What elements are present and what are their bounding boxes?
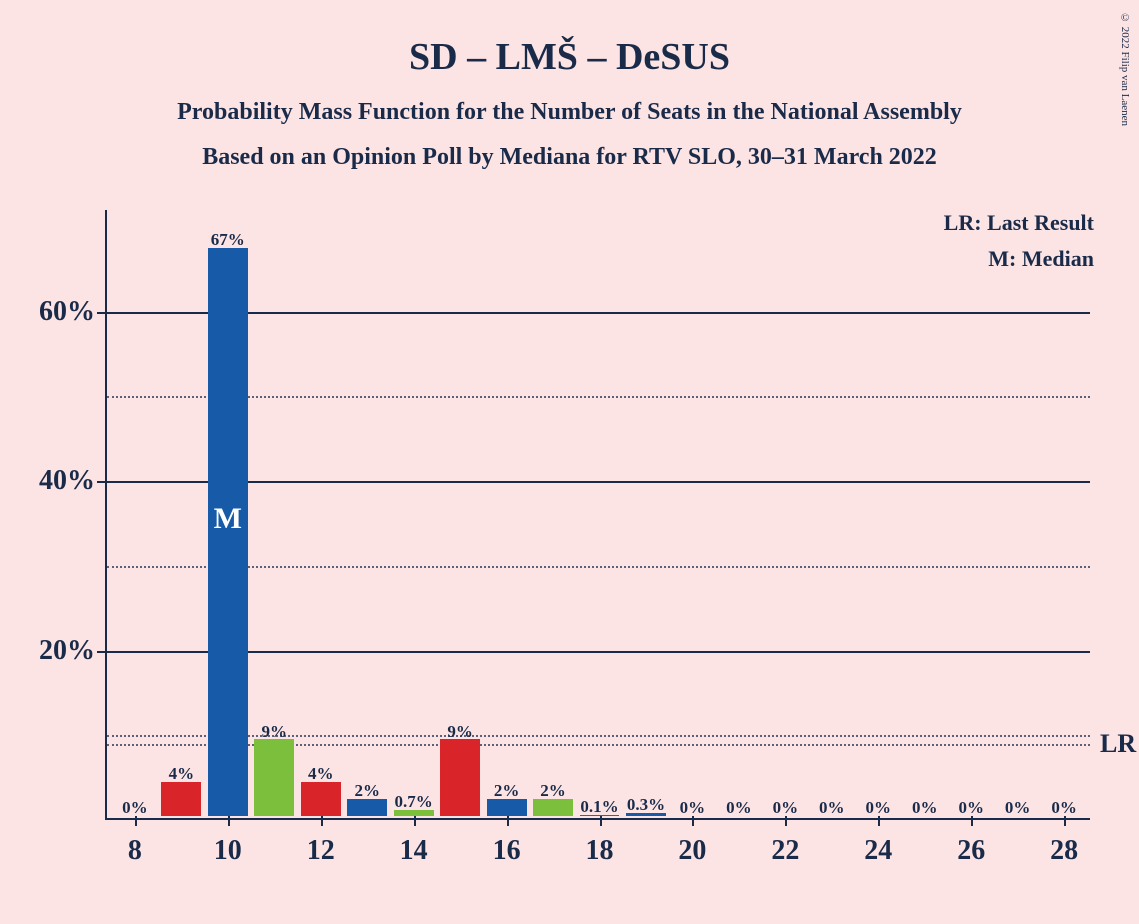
x-tick xyxy=(600,816,602,826)
x-axis-label: 10 xyxy=(214,835,242,867)
x-tick xyxy=(785,816,787,826)
x-tick xyxy=(414,816,416,826)
bar xyxy=(161,782,201,816)
x-axis-label: 18 xyxy=(586,835,614,867)
x-tick xyxy=(878,816,880,826)
chart-subtitle-1: Probability Mass Function for the Number… xyxy=(0,79,1139,126)
bar-value-label: 67% xyxy=(211,230,245,250)
bar-value-label: 2% xyxy=(540,781,566,801)
median-marker: M xyxy=(214,502,242,536)
bar xyxy=(487,799,527,816)
bar-value-label: 0% xyxy=(773,798,799,818)
bar-value-label: 4% xyxy=(308,764,334,784)
x-axis-label: 16 xyxy=(493,835,521,867)
bar-value-label: 2% xyxy=(494,781,520,801)
y-axis-label: 60% xyxy=(39,296,95,328)
bar-value-label: 0% xyxy=(819,798,845,818)
bar xyxy=(347,799,387,816)
x-tick xyxy=(692,816,694,826)
copyright: © 2022 Filip van Laenen xyxy=(1119,12,1131,126)
lr-line-label: LR xyxy=(1100,729,1136,759)
x-tick xyxy=(507,816,509,826)
bar-value-label: 0.3% xyxy=(627,795,665,815)
x-axis-label: 28 xyxy=(1050,835,1078,867)
bar-value-label: 4% xyxy=(169,764,195,784)
chart-area: 20%40%60%LR0%4%67%9%4%2%0.7%9%2%2%0.1%0.… xyxy=(105,210,1090,820)
bar xyxy=(254,739,294,815)
bar-value-label: 0% xyxy=(122,798,148,818)
y-tick xyxy=(97,651,107,653)
grid-minor xyxy=(107,566,1090,568)
x-axis-label: 8 xyxy=(128,835,142,867)
bar-value-label: 0% xyxy=(1005,798,1031,818)
bar-value-label: 9% xyxy=(447,722,473,742)
chart-title: SD – LMŠ – DeSUS xyxy=(0,0,1139,79)
bar xyxy=(301,782,341,816)
x-tick xyxy=(228,816,230,826)
x-axis-label: 22 xyxy=(771,835,799,867)
x-axis-label: 24 xyxy=(864,835,892,867)
x-tick xyxy=(971,816,973,826)
grid-minor xyxy=(107,396,1090,398)
x-axis-label: 12 xyxy=(307,835,335,867)
y-tick xyxy=(97,481,107,483)
x-tick xyxy=(321,816,323,826)
grid-major xyxy=(107,312,1090,314)
grid-major xyxy=(107,481,1090,483)
y-axis-label: 20% xyxy=(39,635,95,667)
bar-value-label: 0% xyxy=(726,798,752,818)
bar-value-label: 0.7% xyxy=(395,792,433,812)
x-tick xyxy=(1064,816,1066,826)
bar-value-label: 9% xyxy=(262,722,288,742)
y-tick xyxy=(97,312,107,314)
x-axis-label: 20 xyxy=(678,835,706,867)
bar-value-label: 2% xyxy=(354,781,380,801)
bar xyxy=(440,739,480,815)
plot-area: 20%40%60%LR0%4%67%9%4%2%0.7%9%2%2%0.1%0.… xyxy=(105,210,1090,820)
chart-subtitle-2: Based on an Opinion Poll by Mediana for … xyxy=(0,126,1139,171)
x-tick xyxy=(135,816,137,826)
bar-value-label: 0% xyxy=(958,798,984,818)
bar-value-label: 0% xyxy=(866,798,892,818)
bar-value-label: 0.1% xyxy=(580,797,618,817)
bar xyxy=(533,799,573,816)
y-axis-label: 40% xyxy=(39,465,95,497)
grid-minor xyxy=(107,735,1090,737)
x-axis-label: 26 xyxy=(957,835,985,867)
bar-value-label: 0% xyxy=(912,798,938,818)
x-axis-label: 14 xyxy=(400,835,428,867)
bar-value-label: 0% xyxy=(1051,798,1077,818)
bar-value-label: 0% xyxy=(680,798,706,818)
grid-major xyxy=(107,651,1090,653)
